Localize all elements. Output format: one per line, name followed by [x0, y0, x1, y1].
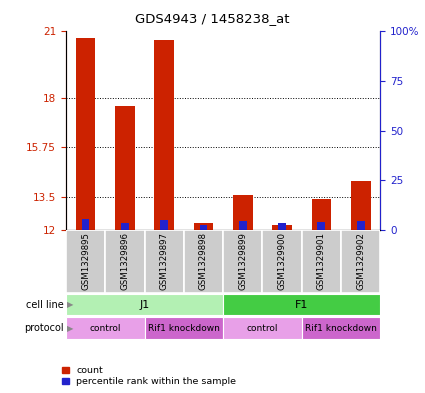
Bar [154, 40, 174, 230]
Text: F1: F1 [295, 299, 309, 310]
Bar [233, 195, 252, 230]
Bar [272, 226, 292, 230]
Bar [121, 223, 129, 230]
Bar [223, 230, 262, 293]
Bar [66, 317, 144, 339]
Text: GSM1329897: GSM1329897 [160, 232, 169, 290]
Bar [317, 222, 325, 230]
Bar [239, 220, 246, 230]
Bar [144, 317, 223, 339]
Bar [66, 230, 105, 293]
Bar [115, 107, 135, 230]
Text: Rif1 knockdown: Rif1 knockdown [305, 324, 377, 332]
Bar [223, 317, 302, 339]
Bar [223, 294, 380, 316]
Bar [199, 225, 207, 230]
Text: ▶: ▶ [67, 324, 73, 332]
Legend: count, percentile rank within the sample: count, percentile rank within the sample [62, 366, 236, 386]
Bar [82, 219, 89, 230]
Bar [76, 38, 95, 230]
Text: GSM1329901: GSM1329901 [317, 232, 326, 290]
Text: GSM1329900: GSM1329900 [278, 232, 286, 290]
Bar [302, 317, 380, 339]
Text: GSM1329895: GSM1329895 [81, 232, 90, 290]
Bar [105, 230, 144, 293]
Bar [194, 223, 213, 230]
Text: control: control [89, 324, 121, 332]
Bar [144, 230, 184, 293]
Text: Rif1 knockdown: Rif1 knockdown [148, 324, 220, 332]
Bar [66, 294, 223, 316]
Text: GSM1329896: GSM1329896 [120, 232, 129, 290]
Bar [302, 230, 341, 293]
Bar [341, 230, 380, 293]
Text: GSM1329898: GSM1329898 [199, 232, 208, 290]
Text: GSM1329899: GSM1329899 [238, 232, 247, 290]
Bar [278, 223, 286, 230]
Bar [357, 220, 365, 230]
Bar [184, 230, 223, 293]
Bar [312, 199, 331, 230]
Text: GSM1329902: GSM1329902 [356, 232, 365, 290]
Text: GDS4943 / 1458238_at: GDS4943 / 1458238_at [135, 12, 290, 25]
Bar [262, 230, 302, 293]
Text: cell line: cell line [26, 299, 64, 310]
Text: protocol: protocol [24, 323, 64, 333]
Text: ▶: ▶ [67, 300, 73, 309]
Bar [351, 182, 371, 230]
Text: control: control [246, 324, 278, 332]
Text: J1: J1 [139, 299, 150, 310]
Bar [160, 220, 168, 230]
